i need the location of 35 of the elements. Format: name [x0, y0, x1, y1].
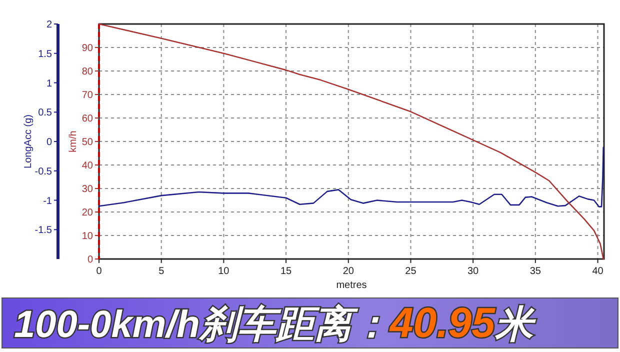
y-tick-label: -1.5	[34, 225, 52, 236]
y-tick-label: 0.5	[38, 108, 52, 119]
y-axis-title: LongAcc (g)	[23, 114, 34, 168]
x-tick-label: 25	[405, 266, 417, 277]
x-tick-label: 0	[96, 266, 102, 277]
x-tick-label: 35	[530, 266, 542, 277]
y-tick-label: 1.5	[38, 48, 52, 60]
line-series	[98, 146, 604, 208]
text: 米	[494, 304, 537, 346]
y2-tick-label: 30	[82, 184, 94, 195]
y2-tick-label: 20	[82, 208, 94, 218]
y-tick-label: 1	[46, 78, 52, 90]
x-tick-label: 30	[468, 266, 480, 277]
x-tick-label: 15	[280, 266, 292, 277]
y-tick-label: 2	[46, 20, 52, 30]
x-tick-label: 40	[592, 266, 604, 277]
y2-tick-label: 0	[87, 254, 94, 266]
y2-tick-label: 70	[82, 90, 94, 101]
x-tick-label: 5	[158, 266, 165, 277]
line-series	[98, 23, 604, 260]
text: 100-0km/h刹车距离：	[14, 303, 390, 346]
y2-tick-label: 40	[82, 160, 94, 172]
y-tick-label: -1	[43, 196, 52, 207]
y2-tick-label: 60	[82, 114, 94, 124]
y2-tick-label: 90	[82, 43, 94, 54]
y2-axis-title: km/h	[68, 130, 79, 152]
x-tick-label: 20	[342, 266, 354, 277]
y2-tick-label: 10	[82, 231, 94, 242]
y2-tick-label: 80	[82, 66, 94, 78]
x-axis-title: metres	[336, 280, 367, 291]
y2-tick-label: 50	[82, 137, 94, 148]
text: 40.95	[388, 299, 496, 346]
y-tick-label: -0.5	[34, 166, 52, 178]
x-tick-label: 10	[218, 266, 230, 277]
y-tick-label: 0	[46, 137, 52, 148]
